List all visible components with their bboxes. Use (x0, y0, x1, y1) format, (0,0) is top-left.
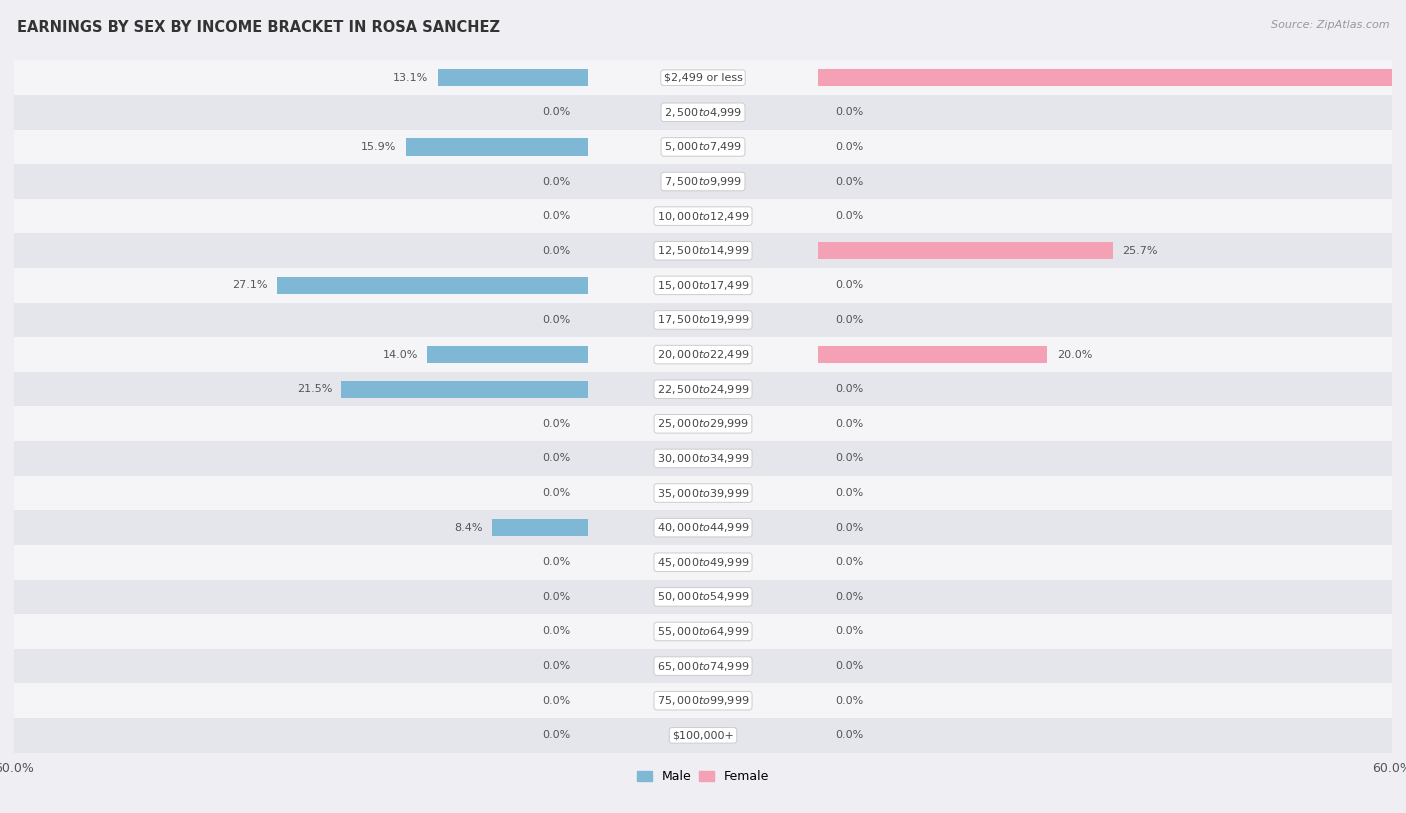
Text: 0.0%: 0.0% (543, 661, 571, 671)
Text: 0.0%: 0.0% (543, 627, 571, 637)
Text: 0.0%: 0.0% (543, 246, 571, 256)
Bar (14, 302, 1392, 337)
Text: $30,000 to $34,999: $30,000 to $34,999 (657, 452, 749, 465)
Text: $15,000 to $17,499: $15,000 to $17,499 (657, 279, 749, 292)
Text: 13.1%: 13.1% (394, 72, 429, 83)
Text: 0.0%: 0.0% (835, 627, 863, 637)
Text: 0.0%: 0.0% (835, 454, 863, 463)
Text: $35,000 to $39,999: $35,000 to $39,999 (657, 486, 749, 499)
Bar (14, 129, 1392, 164)
Text: 20.0%: 20.0% (1057, 350, 1092, 359)
Bar (14, 60, 1392, 95)
Bar (14, 580, 1392, 614)
Bar (14, 441, 1392, 476)
Text: 0.0%: 0.0% (835, 730, 863, 741)
Bar (14, 233, 1392, 268)
Text: Source: ZipAtlas.com: Source: ZipAtlas.com (1271, 20, 1389, 30)
Bar (818, 69, 1406, 86)
Bar (14, 545, 1392, 580)
Text: 8.4%: 8.4% (454, 523, 482, 533)
Text: 0.0%: 0.0% (835, 385, 863, 394)
Bar (14, 511, 1392, 545)
Text: $65,000 to $74,999: $65,000 to $74,999 (657, 659, 749, 672)
Bar (14, 337, 1392, 372)
Text: $50,000 to $54,999: $50,000 to $54,999 (657, 590, 749, 603)
Bar (14, 406, 1392, 441)
Text: 0.0%: 0.0% (543, 730, 571, 741)
Text: 0.0%: 0.0% (543, 696, 571, 706)
Text: $2,500 to $4,999: $2,500 to $4,999 (664, 106, 742, 119)
Text: 0.0%: 0.0% (835, 176, 863, 186)
Text: $17,500 to $19,999: $17,500 to $19,999 (657, 314, 749, 327)
Text: 0.0%: 0.0% (543, 419, 571, 428)
Text: $7,500 to $9,999: $7,500 to $9,999 (664, 175, 742, 188)
Bar (14, 268, 1392, 302)
Text: 14.0%: 14.0% (382, 350, 418, 359)
Bar (427, 346, 588, 363)
Text: $22,500 to $24,999: $22,500 to $24,999 (657, 383, 749, 396)
Text: 0.0%: 0.0% (835, 661, 863, 671)
Bar (14, 372, 1392, 406)
Text: 0.0%: 0.0% (543, 557, 571, 567)
Text: 0.0%: 0.0% (835, 557, 863, 567)
Text: 0.0%: 0.0% (543, 592, 571, 602)
Text: 0.0%: 0.0% (835, 107, 863, 117)
Text: $5,000 to $7,499: $5,000 to $7,499 (664, 141, 742, 154)
Text: 0.0%: 0.0% (835, 315, 863, 325)
Legend: Male, Female: Male, Female (631, 765, 775, 789)
Text: 0.0%: 0.0% (543, 176, 571, 186)
Text: $10,000 to $12,499: $10,000 to $12,499 (657, 210, 749, 223)
Text: $25,000 to $29,999: $25,000 to $29,999 (657, 417, 749, 430)
Bar (342, 380, 588, 398)
Bar (14, 199, 1392, 233)
Text: EARNINGS BY SEX BY INCOME BRACKET IN ROSA SANCHEZ: EARNINGS BY SEX BY INCOME BRACKET IN ROS… (17, 20, 501, 35)
Text: $2,499 or less: $2,499 or less (664, 72, 742, 83)
Text: 0.0%: 0.0% (835, 280, 863, 290)
Bar (14, 649, 1392, 684)
Text: $12,500 to $14,999: $12,500 to $14,999 (657, 244, 749, 257)
Text: $75,000 to $99,999: $75,000 to $99,999 (657, 694, 749, 707)
Bar (14, 95, 1392, 129)
Text: 0.0%: 0.0% (835, 488, 863, 498)
Text: 0.0%: 0.0% (543, 211, 571, 221)
Text: 21.5%: 21.5% (297, 385, 332, 394)
Bar (14, 164, 1392, 199)
Text: 0.0%: 0.0% (835, 592, 863, 602)
Bar (14, 684, 1392, 718)
Bar (818, 242, 1114, 259)
Text: 0.0%: 0.0% (543, 107, 571, 117)
Text: 0.0%: 0.0% (835, 696, 863, 706)
Text: 0.0%: 0.0% (543, 315, 571, 325)
Text: 0.0%: 0.0% (835, 142, 863, 152)
Text: $100,000+: $100,000+ (672, 730, 734, 741)
Text: 0.0%: 0.0% (835, 523, 863, 533)
Text: 0.0%: 0.0% (543, 454, 571, 463)
Text: 25.7%: 25.7% (1122, 246, 1157, 256)
Text: 0.0%: 0.0% (543, 488, 571, 498)
Text: $45,000 to $49,999: $45,000 to $49,999 (657, 556, 749, 569)
Bar (492, 519, 588, 537)
Bar (818, 346, 1047, 363)
Text: 0.0%: 0.0% (835, 211, 863, 221)
Text: 15.9%: 15.9% (361, 142, 396, 152)
Text: $55,000 to $64,999: $55,000 to $64,999 (657, 625, 749, 638)
Text: $20,000 to $22,499: $20,000 to $22,499 (657, 348, 749, 361)
Bar (14, 614, 1392, 649)
Bar (437, 69, 588, 86)
Text: 0.0%: 0.0% (835, 419, 863, 428)
Bar (14, 718, 1392, 753)
Bar (277, 276, 588, 294)
Text: 27.1%: 27.1% (232, 280, 267, 290)
Bar (405, 138, 588, 155)
Text: $40,000 to $44,999: $40,000 to $44,999 (657, 521, 749, 534)
Bar (14, 476, 1392, 511)
